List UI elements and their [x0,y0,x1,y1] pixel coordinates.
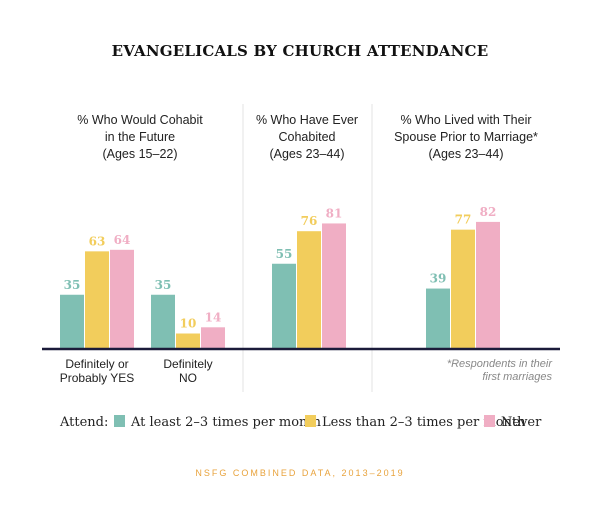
source-note: NSFG COMBINED DATA, 2013–2019 [195,468,404,478]
value-label: 14 [205,310,222,324]
value-label: 63 [89,234,106,248]
footnote: *Respondents in their first marriages [447,358,554,383]
value-label: 35 [155,278,172,292]
value-label: 81 [326,206,343,220]
bar-1-2-series-3 [201,327,225,349]
chart-title: EVANGELICALS BY CHURCH ATTENDANCE [112,42,489,60]
value-label: 77 [455,213,472,227]
legend-entry-2: Less than 2–3 times per month [322,415,526,430]
category-label: Definitely or Probably YES [60,357,135,385]
value-label: 82 [480,205,497,219]
bar-3-1-series-1 [426,288,450,349]
value-label: 10 [180,317,197,331]
value-label: 64 [114,233,131,247]
category-label-line: NO [179,371,197,385]
category-label-line: Definitely [163,357,212,371]
bar-2-1-series-3 [322,223,346,349]
panel-title-line: Cohabited [279,130,336,144]
footnote-line: *Respondents in their [447,358,554,370]
value-label: 76 [301,214,318,228]
bar-2-1-series-1 [272,263,296,349]
legend-swatch-2 [305,415,316,427]
bar-2-1-series-2 [297,231,321,349]
legend-entry-3: Never [501,415,542,430]
legend-swatch-1 [114,415,125,427]
panel-title-line: (Ages 15–22) [102,147,177,161]
legend-label: Attend: [59,415,108,430]
bar-1-1-series-1 [60,294,84,349]
value-label: 55 [276,247,293,261]
panel-title-line: % Who Lived with Their [400,113,531,127]
value-label: 39 [430,272,447,286]
legend-swatch-3 [484,415,495,427]
bar-1-2-series-2 [176,333,200,349]
panel-title-line: (Ages 23–44) [269,147,344,161]
footnote-line: first marriages [482,371,552,383]
category-label-line: Definitely or [65,357,128,371]
panel-title-line: in the Future [105,130,175,144]
legend-entry-1: At least 2–3 times per month [130,415,322,430]
panel-title-line: % Who Would Cohabit [77,113,203,127]
category-label: Definitely NO [163,357,212,385]
panel-title-2: % Who Have Ever Cohabited (Ages 23–44) [256,113,358,161]
panel-title-1: % Who Would Cohabit in the Future (Ages 15… [77,113,203,161]
bar-3-1-series-2 [451,229,475,349]
bar-1-2-series-1 [151,294,175,349]
panel-title-line: (Ages 23–44) [428,147,503,161]
panel-title-line: % Who Have Ever [256,113,358,127]
panel-title-line: Spouse Prior to Marriage* [394,130,538,144]
bar-3-1-series-3 [476,221,500,349]
value-label: 35 [64,278,81,292]
bar-1-1-series-3 [110,249,134,349]
bar-1-1-series-2 [85,251,109,349]
category-label-line: Probably YES [60,371,135,385]
panel-title-3: % Who Lived with Their Spouse Prior to Ma… [394,113,538,161]
